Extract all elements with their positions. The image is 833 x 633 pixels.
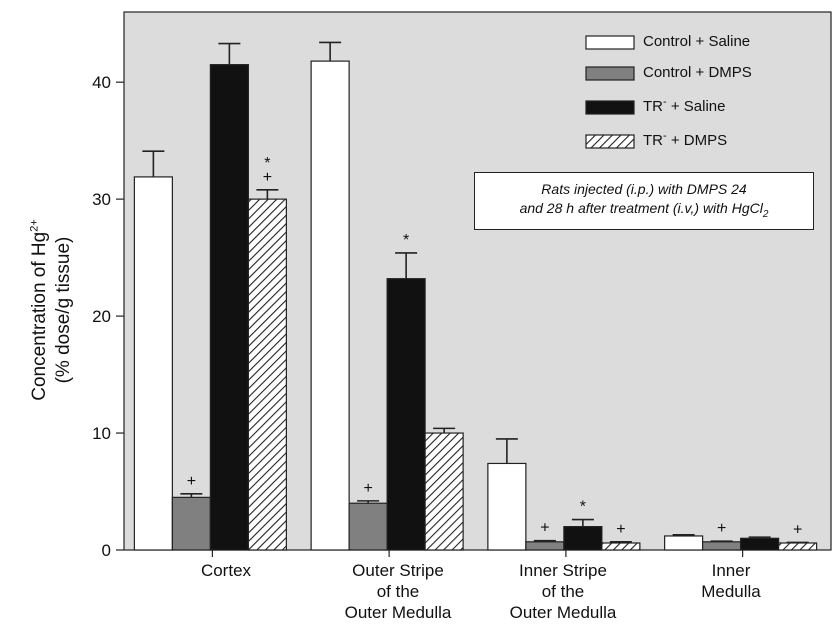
y-tick-label: 20 — [92, 307, 111, 326]
bar — [563, 526, 603, 551]
legend-swatch — [585, 134, 635, 149]
bar — [487, 462, 527, 551]
x-category-label: of the — [541, 582, 585, 601]
x-category-label: Outer Medulla — [509, 603, 617, 622]
x-category-inner-medulla: Inner Medulla — [646, 560, 816, 602]
x-category-inner-stripe: Inner Stripe of the Outer Medulla — [478, 560, 648, 623]
legend-swatch — [585, 66, 635, 81]
legend-text-tail: + Saline — [666, 98, 726, 115]
y-tick-label: 0 — [102, 541, 111, 560]
y-tick-label: 40 — [92, 73, 111, 92]
bar — [778, 542, 818, 551]
legend-label-tr-dmps: TR- + DMPS — [643, 130, 728, 150]
y-axis-title-superscript: 2+ — [28, 219, 41, 232]
bar — [310, 60, 350, 551]
bar — [740, 537, 780, 551]
significance-mark: + — [793, 521, 802, 538]
bar — [664, 535, 704, 551]
legend-text: Control + Saline — [643, 33, 751, 50]
legend-swatch — [585, 35, 635, 50]
legend-text: TR — [643, 132, 663, 149]
bar — [209, 64, 249, 551]
bar — [171, 496, 211, 551]
legend-label-control-dmps: Control + DMPS — [643, 64, 752, 81]
significance-mark: + — [363, 480, 372, 497]
annotation-subscript: 2 — [762, 208, 769, 220]
y-axis-title: Concentration of Hg2+ (% dose/g tissue) — [2, 210, 102, 410]
significance-mark: + — [263, 169, 272, 186]
y-tick-label: 10 — [92, 424, 111, 443]
bar — [133, 176, 173, 551]
significance-mark: + — [616, 521, 625, 538]
bar — [601, 542, 641, 551]
bar — [247, 198, 287, 551]
bar — [702, 541, 742, 551]
legend-text-tail: + DMPS — [666, 132, 728, 149]
legend-label-tr-saline: TR- + Saline — [643, 96, 726, 116]
legend-swatch — [585, 100, 635, 115]
x-category-label: Outer Medulla — [344, 603, 452, 622]
bar — [424, 432, 464, 551]
annotation-line1: Rats injected (i.p.) with DMPS 24 — [541, 181, 747, 197]
x-category-label: Medulla — [701, 582, 761, 601]
legend-superscript: - — [663, 130, 667, 142]
significance-mark: + — [717, 520, 726, 537]
x-category-label: Inner Stripe — [519, 561, 607, 580]
significance-mark: * — [403, 232, 409, 249]
annotation-line2: and 28 h after treatment (i.v,) with HgC… — [519, 200, 763, 216]
x-category-label: Outer Stripe — [352, 561, 444, 580]
y-tick-label: 30 — [92, 190, 111, 209]
significance-mark: * — [264, 155, 270, 172]
x-category-cortex: Cortex — [141, 560, 311, 581]
x-category-label: Cortex — [200, 561, 252, 580]
bar — [386, 278, 426, 551]
significance-mark: + — [540, 520, 549, 537]
bar — [525, 541, 565, 551]
legend-label-control-saline: Control + Saline — [643, 33, 750, 50]
x-category-label: Inner — [711, 561, 751, 580]
significance-mark: * — [580, 499, 586, 516]
bar — [348, 502, 388, 551]
y-axis-title-line2: (% dose/g tissue) — [53, 236, 74, 384]
x-category-outer-stripe: Outer Stripe of the Outer Medulla — [313, 560, 483, 623]
annotation-box: Rats injected (i.p.) with DMPS 24 and 28… — [474, 172, 814, 230]
y-axis-title-line1: Concentration of Hg — [29, 231, 50, 401]
significance-mark: + — [187, 473, 196, 490]
x-category-label: of the — [376, 582, 420, 601]
legend-text: TR — [643, 98, 663, 115]
legend-text: Control + DMPS — [643, 64, 752, 81]
legend-superscript: - — [663, 96, 667, 108]
